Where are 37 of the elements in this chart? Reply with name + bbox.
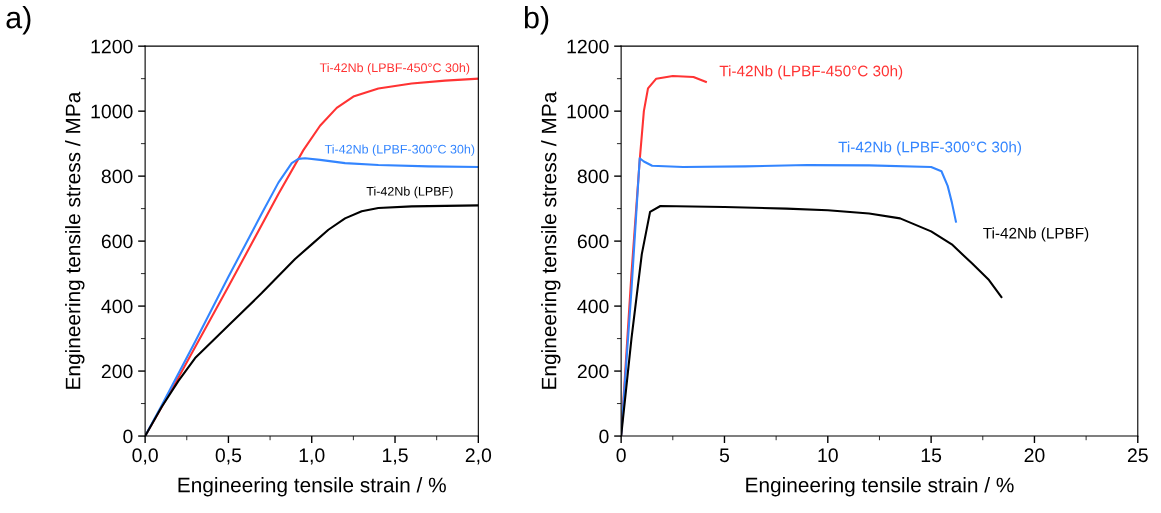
y-tick-label: 200 — [577, 364, 609, 379]
series-label: Ti-42Nb (LPBF-300°C 30h) — [838, 141, 1022, 156]
y-tick-label: 600 — [577, 234, 609, 249]
x-tick-label: 5 — [719, 448, 730, 463]
x-tick-label: 0 — [616, 448, 626, 463]
y-tick-label: 1000 — [91, 104, 133, 119]
y-tick-label: 800 — [577, 169, 609, 184]
x-axis-title: Engineering tensile strain / % — [178, 477, 446, 497]
chart-title: b) — [524, 5, 549, 35]
chart-title: a) — [6, 5, 31, 35]
y-axis-title: Engineering tensile stress / MPa — [541, 91, 561, 389]
y-tick-label: 0 — [599, 429, 609, 444]
y-tick-label: 1200 — [91, 39, 133, 54]
y-tick-label: 400 — [101, 299, 133, 314]
x-tick-label: 10 — [818, 448, 838, 463]
x-tick-label: 1,5 — [383, 448, 408, 465]
x-tick-label: 15 — [921, 448, 942, 463]
y-tick-label: 600 — [101, 234, 133, 249]
y-tick-label: 0 — [123, 429, 133, 444]
y-tick-label: 1000 — [567, 104, 609, 119]
x-tick-label: 0,5 — [215, 448, 242, 465]
series-label: Ti-42Nb (LPBF-450°C 30h) — [319, 62, 470, 75]
y-axis-title: Engineering tensile stress / MPa — [65, 91, 85, 389]
x-tick-label: 0,0 — [132, 448, 158, 465]
series-label: Ti-42Nb (LPBF-300°C 30h) — [324, 144, 475, 157]
y-tick-label: 1200 — [567, 39, 609, 54]
series-label: Ti-42Nb (LPBF) — [366, 186, 453, 199]
x-axis-title: Engineering tensile strain / % — [746, 477, 1014, 497]
y-tick-label: 800 — [101, 169, 133, 184]
y-tick-label: 200 — [101, 364, 133, 379]
series-label: Ti-42Nb (LPBF-450°C 30h) — [719, 65, 903, 80]
y-tick-label: 400 — [577, 299, 609, 314]
x-tick-label: 1,0 — [299, 448, 325, 465]
x-tick-label: 2,0 — [465, 448, 492, 465]
x-tick-label: 20 — [1024, 448, 1045, 463]
series-label: Ti-42Nb (LPBF) — [983, 227, 1089, 242]
x-tick-label: 25 — [1127, 448, 1148, 463]
